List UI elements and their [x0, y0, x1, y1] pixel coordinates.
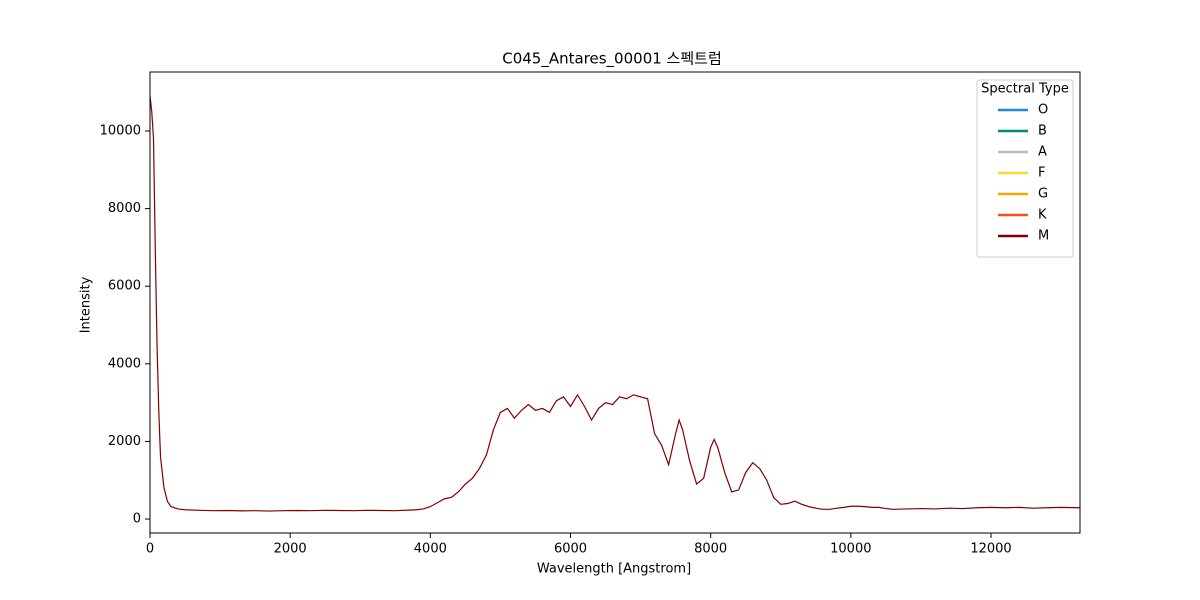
- legend-label: A: [1038, 145, 1047, 160]
- x-tick-label: 10000: [830, 542, 871, 557]
- x-axis-label: Wavelength [Angstrom]: [537, 562, 691, 577]
- x-tick-label: 2000: [274, 542, 307, 557]
- y-axis-label: Intensity: [79, 276, 94, 333]
- y-tick-label: 8000: [108, 201, 141, 216]
- y-tick-label: 4000: [108, 356, 141, 371]
- y-tick-label: 6000: [108, 279, 141, 294]
- data-line: [149, 95, 1081, 512]
- y-tick-label: 2000: [108, 434, 141, 449]
- legend-label: O: [1038, 103, 1048, 118]
- legend-label: B: [1038, 124, 1047, 139]
- legend-label: K: [1038, 208, 1047, 223]
- x-tick-label: 8000: [694, 542, 727, 557]
- legend-label: M: [1038, 229, 1049, 244]
- plot-frame: [149, 71, 1081, 534]
- legend-label: F: [1038, 166, 1045, 181]
- legend-title: Spectral Type: [981, 82, 1069, 97]
- y-tick-label: 10000: [100, 123, 141, 138]
- legend-box: [976, 79, 1074, 258]
- chart-title: C045_Antares_00001 스펙트럼: [502, 50, 722, 69]
- legend-label: G: [1038, 187, 1048, 202]
- x-tick-label: 0: [146, 542, 154, 557]
- x-tick-label: 4000: [414, 542, 447, 557]
- x-tick-label: 12000: [970, 542, 1011, 557]
- x-tick-label: 6000: [554, 542, 587, 557]
- y-tick-label: 0: [133, 512, 141, 527]
